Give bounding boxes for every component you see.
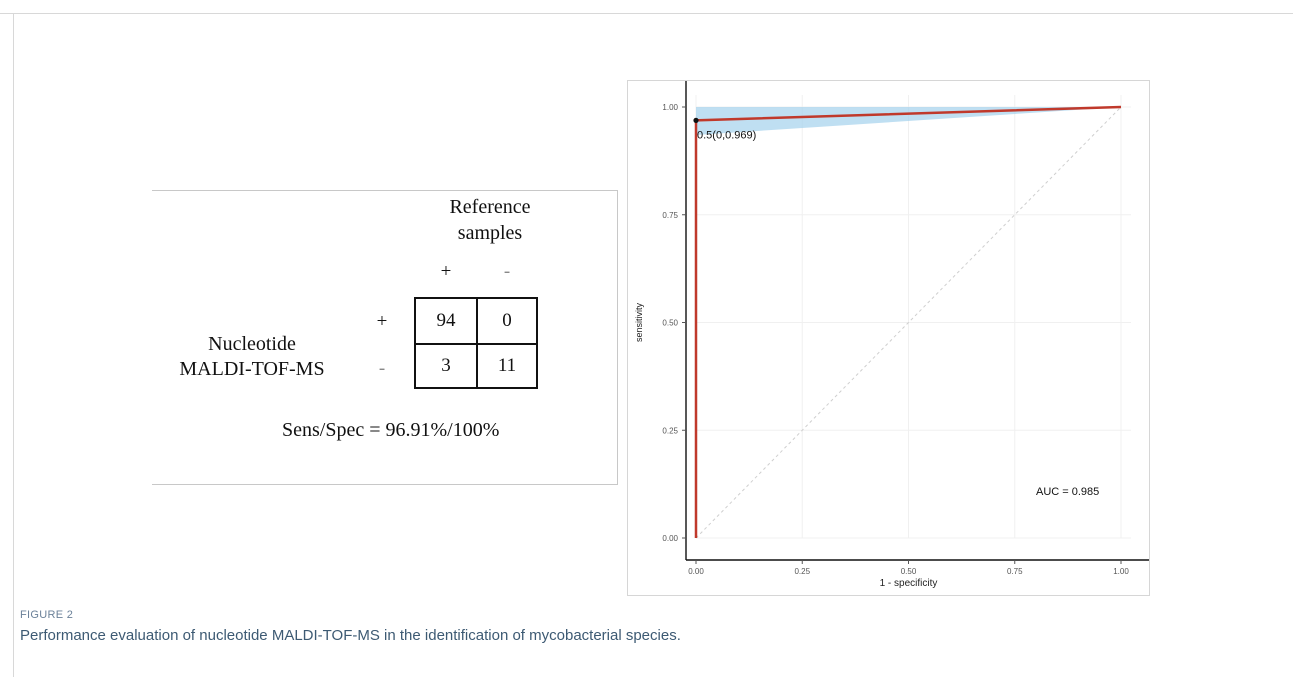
auc-annotation: AUC = 0.985 [1036,486,1099,498]
row-sign-positive: + [376,311,388,332]
sensitivity-specificity-summary: Sens/Spec = 96.91%/100% [282,419,500,441]
left-rule [13,13,14,677]
row-label: Nucleotide MALDI-TOF-MS [152,332,352,382]
column-sign-positive: + [440,261,452,282]
x-tick-label: 0.00 [688,567,704,576]
roc-chart: 0.00 0.25 0.50 0.75 1.00 0.00 0.25 0.50 0.75 1.00… [634,81,1149,589]
y-axis-label: sensitivity [634,302,644,342]
figure-caption: Performance evaluation of nucleotide MAL… [20,627,681,644]
confusion-matrix-panel: Reference samples + - Nucleotide MALDI-T… [152,190,618,485]
column-sign-negative: - [503,261,511,282]
roc-chart-panel: 0.00 0.25 0.50 0.75 1.00 0.00 0.25 0.50 0.75 1.00… [627,80,1150,596]
y-tick-label: 0.50 [662,319,678,328]
x-tick-label: 0.50 [901,567,917,576]
column-header-line-2: samples [457,222,523,244]
cell-true-positive: 94 [436,310,456,331]
row-sign-negative: - [378,358,386,379]
cell-false-negative: 3 [416,343,476,387]
x-tick-label: 1.00 [1113,567,1129,576]
column-header-line-1: Reference [449,196,531,218]
x-tick-label: 0.25 [794,567,810,576]
cell-false-positive: 0 [476,299,536,343]
x-axis-label: 1 - specificity [880,578,938,589]
top-rule [0,13,1293,14]
y-tick-label: 0.75 [662,211,678,220]
figure-label: FIGURE 2 [20,609,74,621]
row-label-line-1: Nucleotide [208,333,296,355]
row-label-line-2: MALDI-TOF-MS [179,358,325,380]
threshold-point [693,117,699,123]
confusion-matrix-grid: 94 0 3 11 [414,297,538,389]
y-tick-label: 1.00 [662,103,678,112]
cell-true-negative: 11 [476,343,536,387]
column-header: Reference samples [410,194,570,246]
threshold-point-label: 0.5(0,0.969) [697,129,756,141]
reference-diagonal-line [695,106,1122,539]
y-tick-label: 0.00 [662,534,678,543]
x-tick-label: 0.75 [1007,567,1023,576]
y-tick-label: 0.25 [662,426,678,435]
